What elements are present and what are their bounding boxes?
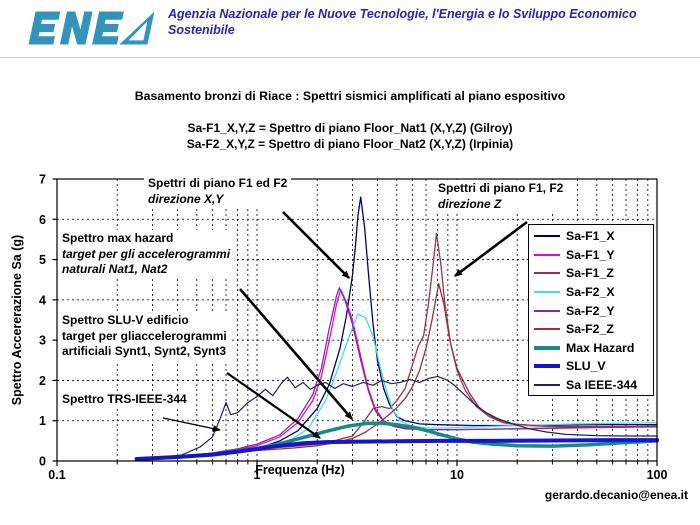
- y-tick-label: 7: [39, 173, 46, 187]
- legend-label: Sa-F1_X: [566, 229, 615, 244]
- legend-color-swatch: [534, 364, 560, 369]
- annotation-max-hazard: Spettro max hazard target per gli accele…: [58, 230, 235, 279]
- x-tick-label: 10: [450, 468, 464, 482]
- legend-label: Sa-F1_Z: [566, 266, 614, 281]
- legend-label: Sa-F2_X: [566, 285, 615, 300]
- legend-color-swatch: [534, 384, 560, 387]
- annotation-line: target per gli accelerogrammi: [62, 246, 231, 261]
- legend-item: Sa-F1_Y: [529, 246, 653, 265]
- legend-color-swatch: [534, 345, 560, 350]
- annotation-line: naturali Nat1, Nat2: [62, 262, 168, 276]
- chart-legend: Sa-F1_X Sa-F1_Y Sa-F1_Z Sa-F2_X Sa-F2_Y Sa-F2…: [528, 224, 654, 397]
- legend-label: Sa IEEE-344: [566, 378, 638, 393]
- legend-label: Sa-F2_Z: [566, 322, 614, 337]
- y-tick-label: 1: [39, 414, 46, 428]
- annotation-line: Spettro SLU-V edificio: [62, 313, 189, 327]
- axes: 0.1 1 10 100 0 1 2 3 4 5 6 7: [39, 173, 667, 483]
- x-axis-label: Frequenza (Hz): [255, 463, 345, 477]
- y-tick-label: 5: [39, 253, 46, 267]
- x-tick-label: 0.1: [48, 468, 65, 482]
- annotation-line: direzione Z: [438, 196, 502, 211]
- agency-line2: Sostenibile: [168, 23, 235, 37]
- slide-title: Basamento bronzi di Riace : Spettri sism…: [134, 89, 566, 103]
- annotation-line: Spettro max hazard: [62, 231, 174, 245]
- legend-color-swatch: [534, 253, 560, 256]
- legend-color-swatch: [534, 272, 560, 275]
- annotation-arrows: [162, 211, 528, 439]
- legend-color-swatch: [534, 309, 560, 312]
- y-tick-label: 4: [39, 293, 46, 307]
- legend-item: Sa-F1_Z: [529, 264, 653, 283]
- y-tick-label: 2: [39, 374, 46, 388]
- agency-name: Agenzia Nazionale per le Nuove Tecnologi…: [168, 6, 688, 38]
- legend-item: Sa-F1_X: [529, 227, 653, 246]
- email-footer: gerardo.decanio@enea.it: [544, 488, 688, 502]
- agency-line1: Agenzia Nazionale per le Nuove Tecnologi…: [168, 7, 637, 21]
- y-tick-label: 3: [39, 334, 46, 348]
- legend-item: SLU_V: [529, 357, 653, 376]
- y-tick-label: 6: [39, 213, 46, 227]
- legend-item: Sa-F2_X: [529, 283, 653, 302]
- spectra-chart: 0.1 1 10 100 0 1 2 3 4 5 6 7: [0, 160, 700, 525]
- legend-color-swatch: [534, 291, 560, 294]
- header-divider: [0, 57, 700, 58]
- annotation-line: Spettro TRS-IEEE-344: [62, 392, 187, 406]
- legend-color-swatch: [534, 235, 560, 238]
- legend-label: Sa-F1_Y: [566, 247, 615, 262]
- chart-plot-svg: 0.1 1 10 100 0 1 2 3 4 5 6 7: [39, 173, 667, 483]
- y-axis-label: Spettro Accererazione Sa (g): [10, 234, 24, 406]
- legend-label: Sa-F2_Y: [566, 303, 615, 318]
- annotation-line: direzione X,Y: [148, 191, 224, 206]
- subtitle-line1: Sa-F1_X,Y,Z = Spettro di piano Floor_Nat…: [187, 121, 513, 135]
- annotation-line: artificiali Synt1, Synt2, Synt3: [62, 344, 227, 358]
- annotation-floor-xy: Spettri di piano F1 ed F2 direzione X,Y: [144, 175, 292, 208]
- annotation-line: Spettri di piano F1 ed F2: [148, 176, 288, 190]
- annotation-slu-v: Spettro SLU-V edificio target per gliacc…: [58, 312, 231, 361]
- x-tick-label: 100: [647, 468, 668, 482]
- legend-color-swatch: [534, 328, 560, 331]
- annotation-floor-z: Spettri di piano F1, F2 direzione Z: [434, 180, 568, 213]
- annotation-trs-ieee: Spettro TRS-IEEE-344: [58, 391, 191, 409]
- y-tick-label: 0: [39, 455, 46, 469]
- legend-label: SLU_V: [566, 359, 606, 374]
- legend-item: Sa IEEE-344: [529, 376, 653, 395]
- x-tick-label: 1: [254, 468, 261, 482]
- legend-item: Sa-F2_Z: [529, 320, 653, 339]
- legend-label: Max Hazard: [566, 340, 635, 355]
- annotation-line: Spettri di piano F1, F2: [438, 181, 564, 195]
- slide-subtitles: Sa-F1_X,Y,Z = Spettro di piano Floor_Nat…: [0, 121, 700, 152]
- annotation-line: target per gliaccelerogrammi: [62, 328, 227, 343]
- subtitle-line2: Sa-F2_X,Y,Z = Spettro di piano Floor_Nat…: [186, 136, 514, 151]
- enea-logo-graphic: [28, 11, 155, 45]
- enea-logo: [26, 4, 155, 57]
- legend-item: Sa-F2_Y: [529, 301, 653, 320]
- legend-item: Max Hazard: [529, 339, 653, 358]
- data-series: [134, 196, 659, 461]
